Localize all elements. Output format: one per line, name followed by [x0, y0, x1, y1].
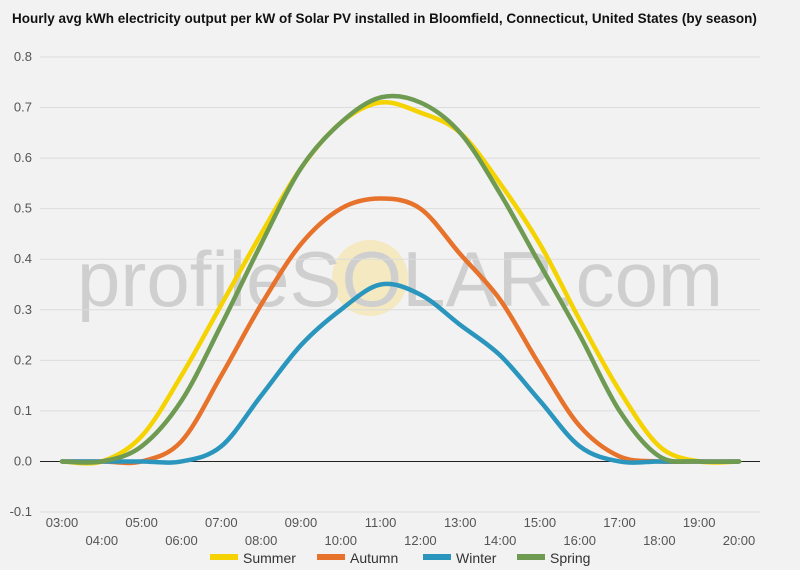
- x-tick-label: 10:00: [324, 533, 357, 548]
- legend-item-spring: Spring: [517, 550, 590, 566]
- legend-swatch: [423, 554, 451, 560]
- x-tick-label: 17:00: [603, 515, 636, 530]
- x-tick-label: 08:00: [245, 533, 278, 548]
- y-tick-label: 0.4: [14, 251, 32, 266]
- x-tick-label: 03:00: [46, 515, 79, 530]
- x-tick-label: 18:00: [643, 533, 676, 548]
- legend-swatch: [517, 554, 545, 560]
- y-tick-label: -0.1: [10, 504, 32, 519]
- y-tick-label: 0.6: [14, 150, 32, 165]
- legend-label: Winter: [456, 550, 497, 566]
- legend-item-summer: Summer: [210, 550, 296, 566]
- y-tick-label: 0.0: [14, 453, 32, 468]
- x-tick-label: 05:00: [125, 515, 158, 530]
- x-tick-label: 09:00: [285, 515, 318, 530]
- legend-swatch: [317, 554, 345, 560]
- y-tick-label: 0.7: [14, 100, 32, 115]
- x-tick-label: 07:00: [205, 515, 238, 530]
- x-tick-label: 19:00: [683, 515, 716, 530]
- x-tick-label: 13:00: [444, 515, 477, 530]
- legend-swatch: [210, 554, 238, 560]
- y-tick-label: 0.5: [14, 201, 32, 216]
- x-tick-label: 20:00: [723, 533, 756, 548]
- legend-label: Summer: [243, 550, 296, 566]
- y-tick-label: 0.2: [14, 352, 32, 367]
- chart-title: Hourly avg kWh electricity output per kW…: [12, 11, 757, 26]
- series-line-autumn: [59, 196, 742, 466]
- y-tick-label: 0.3: [14, 302, 32, 317]
- x-tick-label: 04:00: [86, 533, 119, 548]
- series-line-spring: [59, 93, 742, 465]
- x-tick-label: 16:00: [563, 533, 596, 548]
- watermark: profileSOLAR.com: [77, 235, 723, 323]
- series-line-summer: [59, 99, 742, 466]
- y-tick-label: 0.1: [14, 403, 32, 418]
- watermark-text: profileSOLAR.com: [77, 235, 723, 323]
- y-tick-label: 0.8: [14, 49, 32, 64]
- x-tick-label: 11:00: [365, 515, 397, 530]
- x-tick-label: 14:00: [484, 533, 517, 548]
- x-tick-label: 15:00: [524, 515, 557, 530]
- legend-item-winter: Winter: [423, 550, 497, 566]
- legend-label: Autumn: [350, 550, 398, 566]
- x-tick-label: 12:00: [404, 533, 437, 548]
- series-line-winter: [59, 281, 742, 465]
- x-tick-label: 06:00: [165, 533, 198, 548]
- legend-label: Spring: [550, 550, 590, 566]
- legend-item-autumn: Autumn: [317, 550, 398, 566]
